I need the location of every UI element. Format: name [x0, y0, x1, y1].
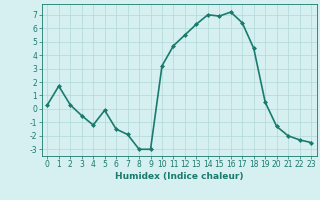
- X-axis label: Humidex (Indice chaleur): Humidex (Indice chaleur): [115, 172, 244, 181]
